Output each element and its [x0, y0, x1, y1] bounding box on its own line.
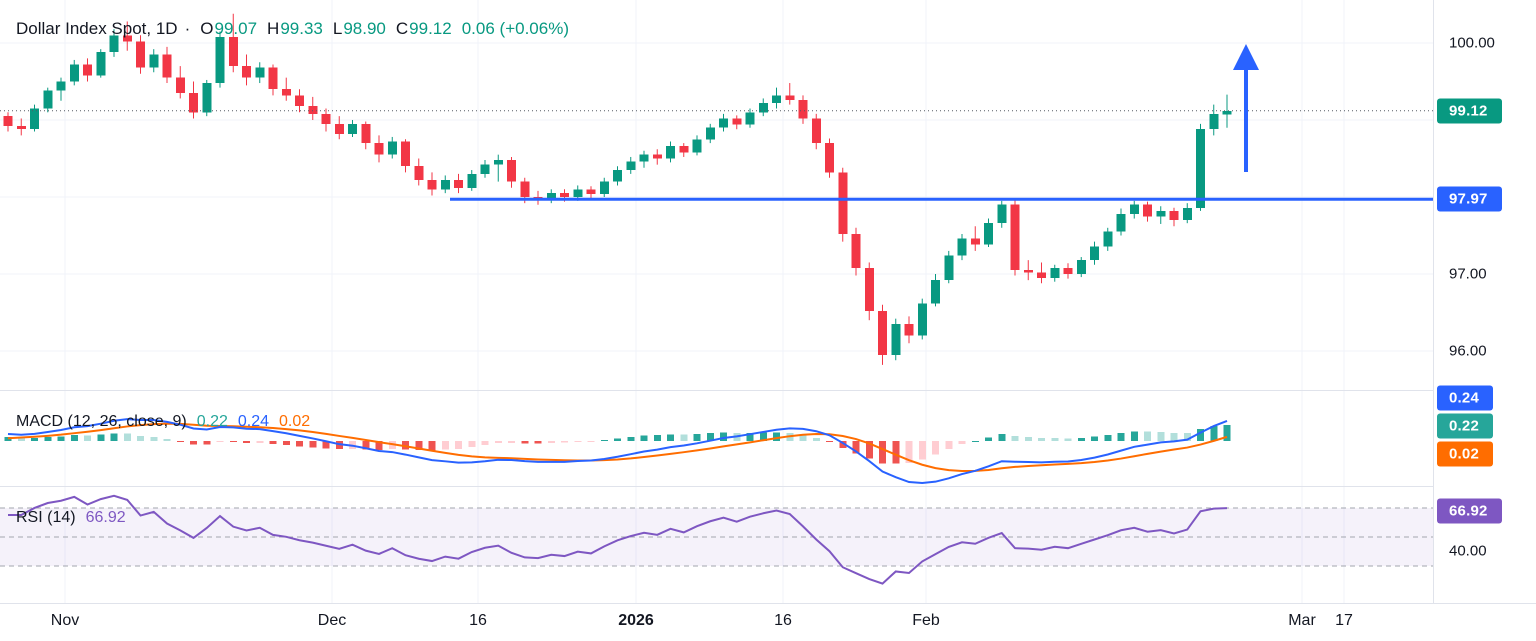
pane-divider-rsi[interactable]	[0, 486, 1536, 487]
ohlc-low-key: L	[332, 19, 343, 38]
ohlc-low-value: 98.90	[343, 19, 386, 38]
chart-canvas[interactable]	[0, 0, 1433, 603]
pane-divider-macd[interactable]	[0, 390, 1536, 391]
time-axis-label: Feb	[912, 612, 940, 629]
rsi-legend: RSI (14) 66.92	[16, 509, 136, 527]
rsi-value: 66.92	[85, 509, 126, 526]
ohlc-high-key: H	[267, 19, 280, 38]
rsi-title[interactable]: RSI (14)	[16, 509, 76, 526]
symbol-title[interactable]: Dollar Index Spot, 1D	[16, 19, 178, 38]
up-arrow-head	[1233, 44, 1259, 70]
macd-signal-value: 0.02	[279, 413, 311, 430]
price-axis-label: 40.00	[1449, 542, 1487, 560]
ohlc-high-value: 99.33	[280, 19, 323, 38]
macd-signal-line	[7, 422, 1228, 472]
time-axis-label: Mar	[1288, 612, 1316, 629]
legend-separator: ·	[184, 19, 191, 38]
time-axis-label: 16	[469, 612, 487, 629]
ohlc-close-value: 99.12	[409, 19, 452, 38]
price-axis-badge: 99.12	[1437, 98, 1502, 124]
time-axis-label: 2026	[618, 612, 654, 629]
ohlc-open-value: 99.07	[214, 19, 258, 38]
price-axis-label: 97.00	[1449, 265, 1487, 283]
time-axis-label: Dec	[317, 612, 347, 629]
price-axis-badge: 97.97	[1437, 186, 1502, 212]
symbol-legend: Dollar Index Spot, 1D · O99.07 H99.33 L98.90…	[16, 19, 579, 39]
ohlc-close-key: C	[395, 19, 409, 38]
macd-line	[7, 418, 1228, 485]
macd-title[interactable]: MACD (12, 26, close, 9)	[16, 413, 187, 430]
time-axis[interactable]: Nov Dec 16 2026 16 Feb Mar 17	[0, 604, 1536, 641]
macd-legend: MACD (12, 26, close, 9) 0.22 0.24 0.02	[16, 413, 320, 431]
time-axis-label: 16	[774, 612, 792, 629]
time-axis-label: 17	[1335, 612, 1353, 629]
time-axis-label: Nov	[50, 612, 80, 629]
price-axis-label: 96.00	[1449, 342, 1487, 360]
price-axis-badge: 0.02	[1437, 441, 1493, 467]
price-axis-label: 100.00	[1449, 34, 1495, 52]
price-axis-badge: 66.92	[1437, 498, 1502, 524]
macd-hist-value: 0.22	[196, 413, 228, 430]
ohlc-open-key: O	[200, 19, 214, 38]
macd-line-value: 0.24	[237, 413, 270, 430]
price-axis[interactable]: 100.00 97.00 96.00 40.00 99.12 97.97 0.24 0.22 0…	[1433, 0, 1536, 603]
price-axis-badge: 0.22	[1437, 413, 1493, 439]
price-change: 0.06 (+0.06%)	[461, 19, 569, 38]
price-axis-badge: 0.24	[1437, 385, 1493, 411]
time-axis-divider	[0, 603, 1536, 604]
rsi-line	[8, 494, 1228, 585]
